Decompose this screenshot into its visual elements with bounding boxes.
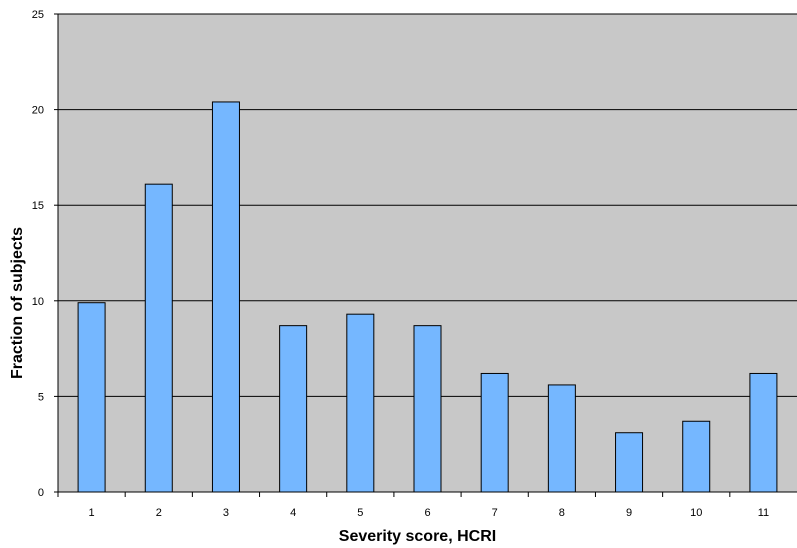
y-tick-label: 10 [32,296,44,308]
x-tick-label: 6 [424,507,430,519]
y-tick-label: 15 [32,200,44,212]
x-tick-label: 4 [290,507,296,519]
y-axis-title: Fraction of subjects [9,227,26,379]
bar-6 [413,325,442,493]
y-tick-label: 5 [38,391,44,403]
y-tick-label: 25 [32,9,44,21]
x-tick-label: 3 [223,507,229,519]
x-tick-label: 7 [492,507,498,519]
x-tick-label: 2 [156,507,162,519]
bar-10 [682,420,711,493]
x-tick-label: 9 [626,507,632,519]
x-tick-labels: 1 2 3 4 5 6 7 8 9 10 11 [57,492,769,519]
x-tick-label: 5 [357,507,363,519]
bar-8 [547,384,576,493]
bar-9 [615,432,644,493]
bar-3 [211,101,240,493]
bar-2 [144,183,173,493]
x-tick-label: 11 [758,507,769,519]
y-tick-labels: 0 5 10 15 20 25 [32,9,58,499]
x-axis-title: Severity score, HCRI [339,528,496,545]
y-tick-label: 20 [32,105,44,117]
x-tick-label: 10 [690,507,702,519]
bar-1 [77,302,106,493]
x-tick-label: 1 [89,507,95,519]
x-tick-label: 8 [559,507,565,519]
y-tick-label: 0 [38,487,44,499]
bar-5 [346,313,375,493]
bars [77,101,778,493]
gridlines [58,13,797,397]
bar-4 [279,325,308,493]
bar-11 [749,372,778,493]
bar-7 [480,372,509,493]
